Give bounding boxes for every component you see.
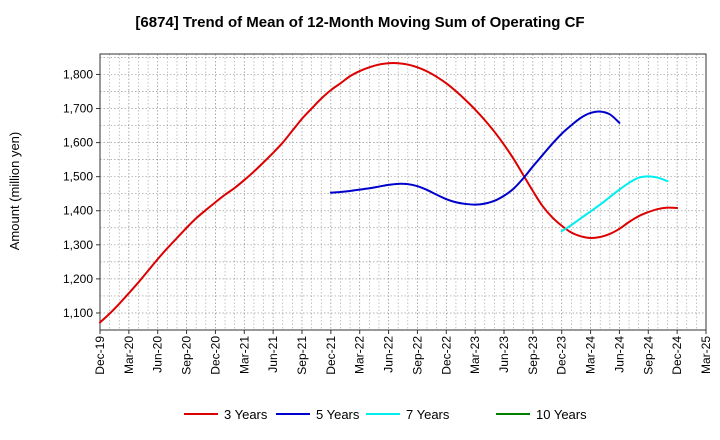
y-tick-label: 1,100 — [63, 306, 93, 320]
legend-label-7-years: 7 Years — [406, 407, 450, 422]
x-tick-label: Dec-19 — [93, 336, 107, 375]
series-layer — [99, 62, 679, 324]
y-tick-label: 1,300 — [63, 238, 93, 252]
legend: 3 Years 5 Years 7 Years 10 Years — [184, 407, 587, 422]
x-tick-label: Sep-20 — [180, 336, 194, 375]
grid — [99, 54, 707, 330]
x-tick-label: Jun-24 — [612, 336, 626, 373]
x-tick-label: Sep-24 — [641, 336, 655, 375]
y-tick-label: 1,400 — [63, 204, 93, 218]
series-line-3-years — [99, 62, 679, 324]
x-tick-label: Dec-24 — [670, 336, 684, 375]
series-line-5-years — [329, 110, 621, 206]
x-tick-label: Mar-25 — [699, 336, 713, 374]
y-axis: 1,100 1,200 1,300 1,400 1,500 1,600 1,700 1,800 — [63, 67, 100, 320]
x-tick-label: Jun-20 — [151, 336, 165, 373]
legend-label-5-years: 5 Years — [316, 407, 360, 422]
y-tick-label: 1,200 — [63, 272, 93, 286]
y-tick-label: 1,800 — [63, 67, 93, 81]
x-tick-label: Sep-22 — [410, 336, 424, 375]
y-tick-label: 1,600 — [63, 136, 93, 150]
x-tick-label: Mar-21 — [237, 336, 251, 374]
legend-label-3-years: 3 Years — [224, 407, 268, 422]
x-tick-label: Dec-23 — [555, 336, 569, 375]
series-line-7-years — [560, 175, 669, 233]
x-axis: Dec-19 Mar-20 Jun-20 Sep-20 Dec-20 Mar-21 Jun-… — [93, 330, 713, 375]
y-tick-label: 1,700 — [63, 102, 93, 116]
x-tick-label: Mar-24 — [584, 336, 598, 374]
x-tick-label: Mar-23 — [468, 336, 482, 374]
y-axis-title: Amount (million yen) — [7, 132, 22, 251]
x-tick-label: Jun-23 — [497, 336, 511, 373]
x-tick-label: Sep-21 — [295, 336, 309, 375]
x-tick-label: Mar-20 — [122, 336, 136, 374]
x-tick-label: Sep-23 — [526, 336, 540, 375]
x-tick-label: Mar-22 — [353, 336, 367, 374]
x-tick-label: Dec-22 — [439, 336, 453, 375]
x-tick-label: Dec-20 — [208, 336, 222, 375]
x-tick-label: Jun-22 — [382, 336, 396, 373]
plot-frame — [99, 53, 707, 331]
x-tick-label: Dec-21 — [324, 336, 338, 375]
chart-title: [6874] Trend of Mean of 12-Month Moving … — [135, 14, 585, 31]
y-tick-label: 1,500 — [63, 170, 93, 184]
legend-label-10-years: 10 Years — [536, 407, 587, 422]
x-tick-label: Jun-21 — [266, 336, 280, 373]
